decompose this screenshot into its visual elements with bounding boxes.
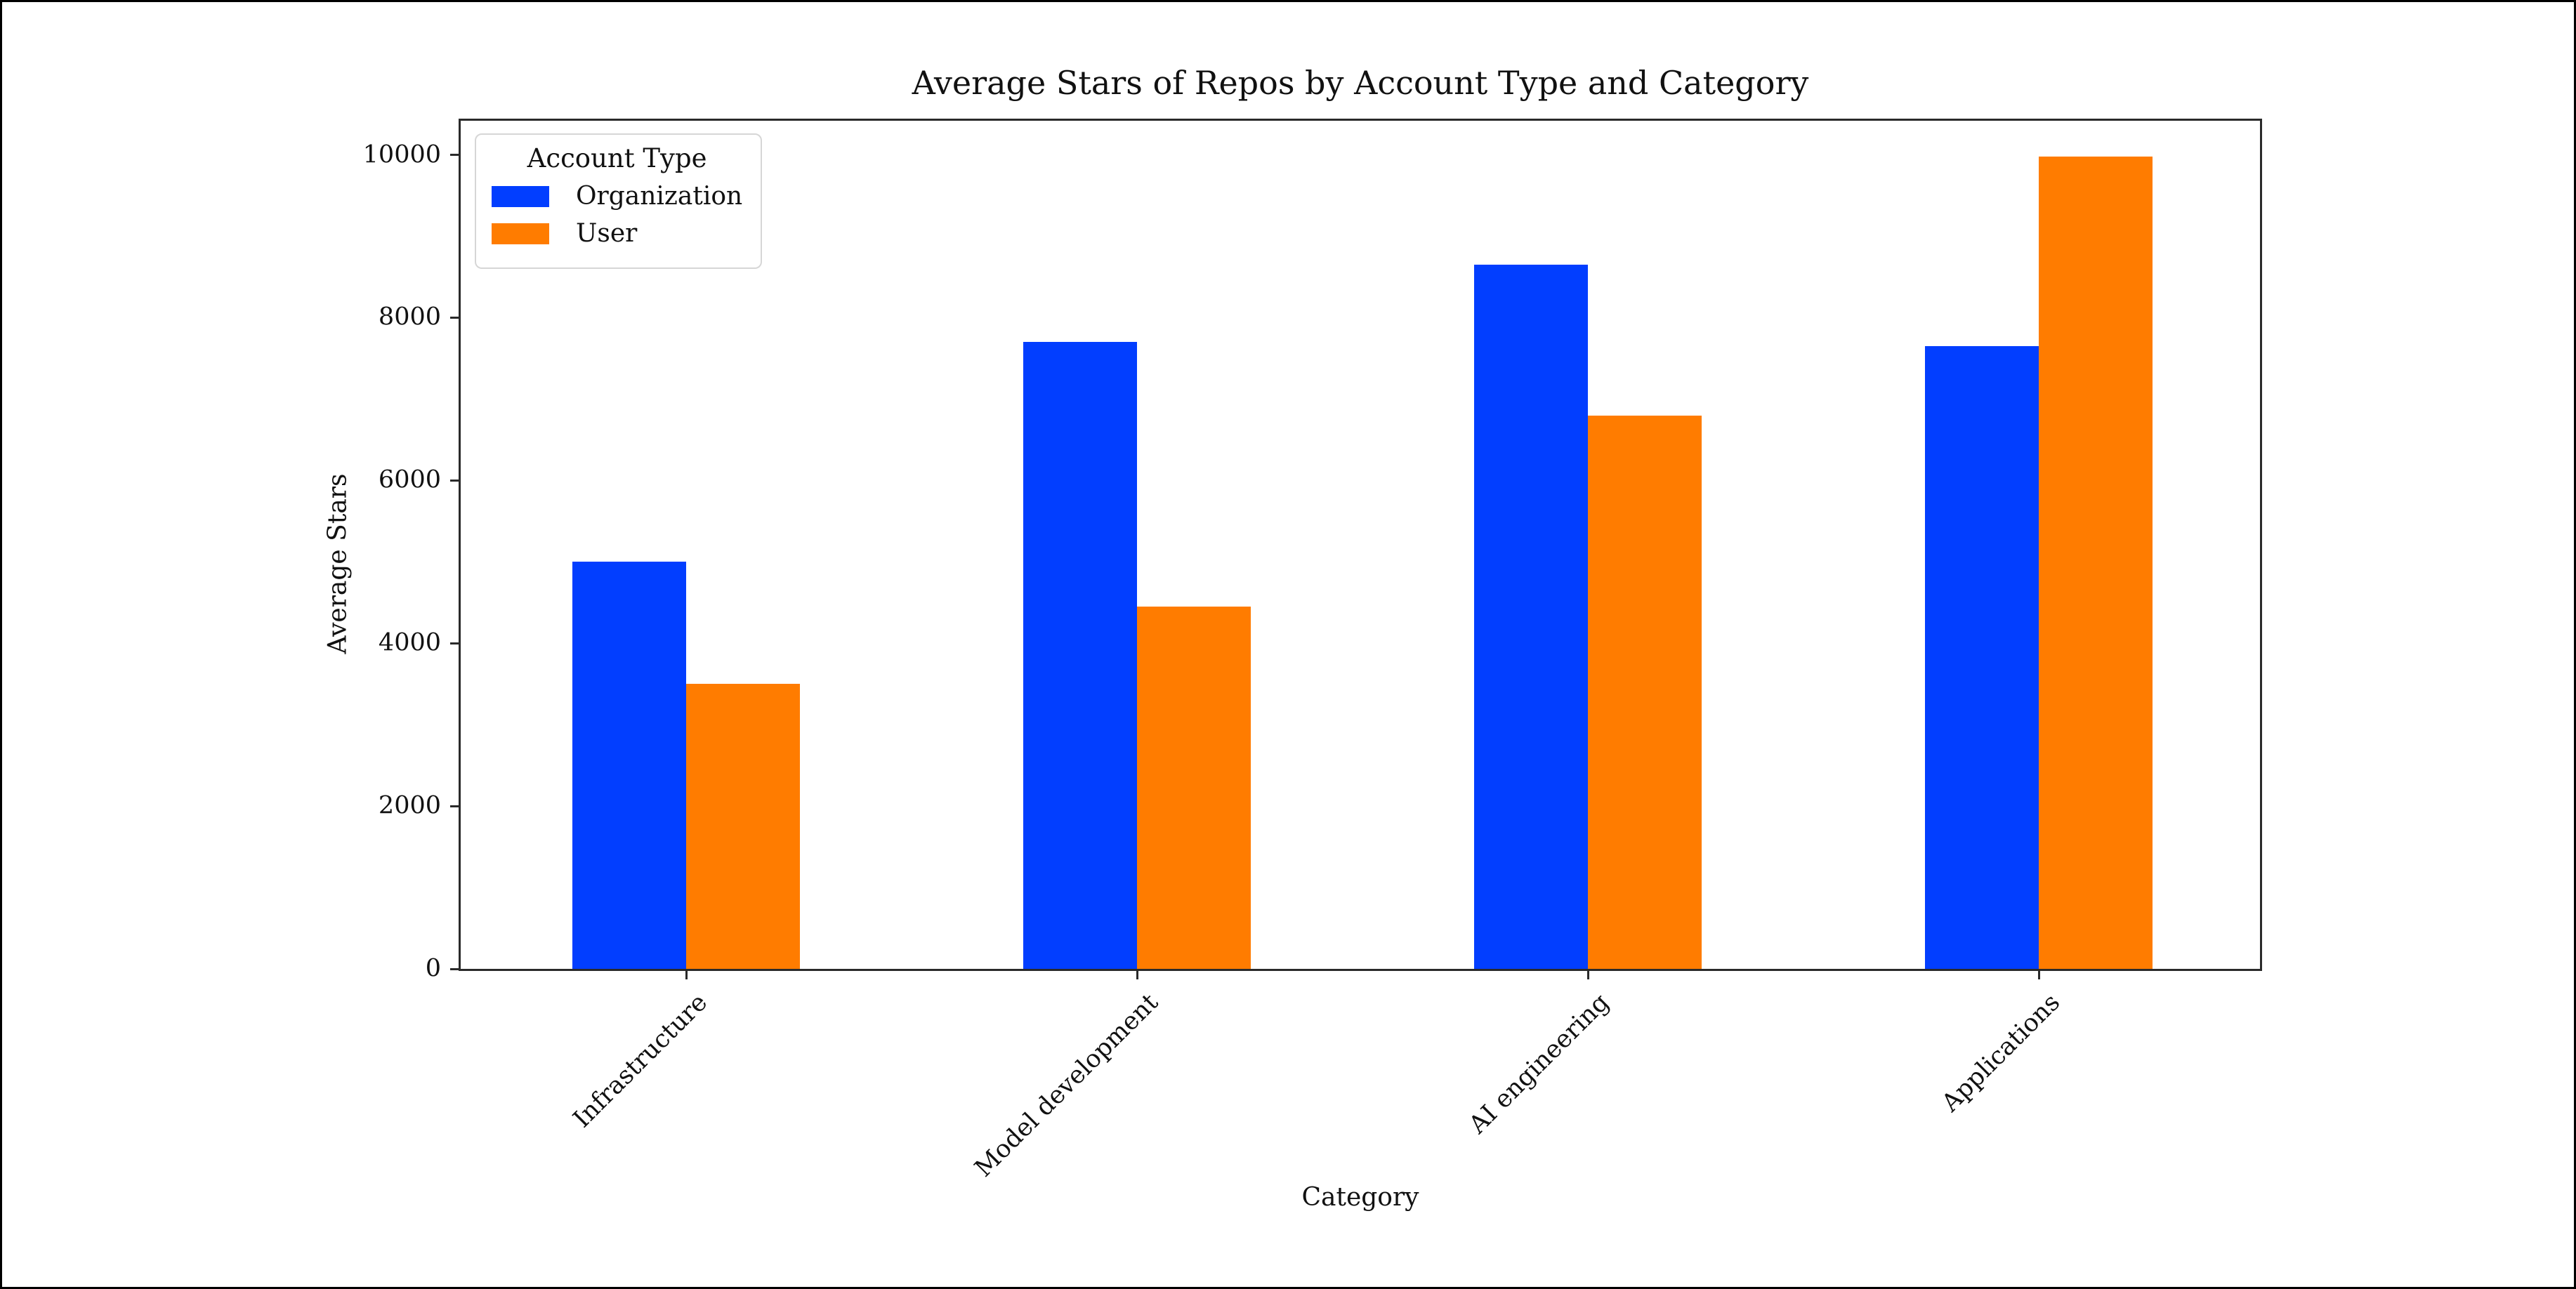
- legend-label-organization: Organization: [576, 182, 743, 211]
- legend-entry-organization: Organization: [492, 182, 742, 211]
- y-tick-label-0: 0: [425, 954, 441, 983]
- bar-organization-ai-engineering: [1474, 265, 1588, 969]
- x-tick-mark-infrastructure: [685, 969, 688, 979]
- bar-organization-applications: [1925, 346, 2039, 969]
- y-tick-mark-4000: [450, 642, 461, 644]
- legend-rows: Organization User: [492, 182, 742, 248]
- y-tick-mark-8000: [450, 316, 461, 319]
- bar-user-infrastructure: [686, 684, 800, 969]
- x-axis-label: Category: [1301, 1183, 1419, 1212]
- bar-user-applications: [2039, 157, 2153, 969]
- y-tick-label-10000: 10000: [362, 140, 441, 168]
- bar-organization-infrastructure: [572, 562, 686, 969]
- y-tick-mark-6000: [450, 479, 461, 482]
- x-tick-label-model-development: Model development: [969, 988, 1164, 1183]
- bar-user-model-development: [1137, 607, 1251, 969]
- plot-area: 0 2000 4000 6000 8000 10000 Infrastructure Mod…: [363, 119, 2262, 1182]
- legend-swatch-organization: [492, 185, 549, 207]
- legend: Account Type Organization User: [475, 133, 763, 269]
- x-tick-mark-applications: [2037, 969, 2040, 979]
- y-axis-label: Average Stars: [323, 473, 353, 654]
- legend-label-user: User: [576, 219, 638, 248]
- legend-title: Account Type: [527, 143, 707, 173]
- y-tick-label-4000: 4000: [378, 628, 441, 657]
- y-tick-label-6000: 6000: [378, 465, 441, 494]
- legend-swatch-user: [492, 223, 549, 244]
- legend-entry-user: User: [492, 219, 742, 248]
- y-tick-label-2000: 2000: [378, 791, 441, 820]
- y-tick-mark-2000: [450, 805, 461, 807]
- bar-user-ai-engineering: [1588, 416, 1702, 969]
- y-tick-mark-10000: [450, 154, 461, 156]
- x-tick-label-applications: Applications: [1936, 988, 2066, 1118]
- bar-organization-model-development: [1023, 342, 1137, 969]
- chart-title: Average Stars of Repos by Account Type a…: [912, 64, 1809, 102]
- x-tick-label-ai-engineering: AI engineering: [1464, 988, 1615, 1139]
- x-tick-label-infrastructure: Infrastructure: [567, 988, 714, 1134]
- y-tick-label-8000: 8000: [378, 303, 441, 331]
- x-tick-mark-model-development: [1136, 969, 1138, 979]
- x-tick-mark-ai-engineering: [1586, 969, 1589, 979]
- y-tick-mark-0: [450, 967, 461, 970]
